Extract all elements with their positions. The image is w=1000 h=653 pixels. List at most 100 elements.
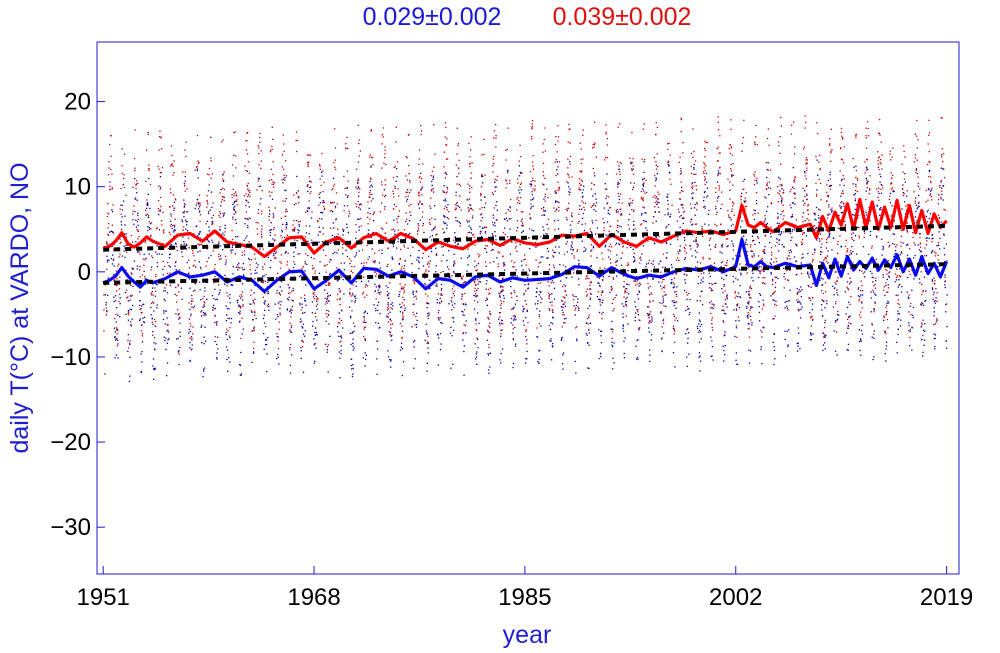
daily-temperature-point bbox=[390, 320, 392, 322]
daily-temperature-point bbox=[761, 331, 763, 333]
daily-temperature-point bbox=[417, 192, 420, 194]
daily-temperature-point bbox=[486, 329, 489, 331]
daily-temperature-point bbox=[686, 305, 688, 308]
daily-temperature-point bbox=[414, 358, 416, 360]
daily-temperature-point bbox=[155, 325, 157, 328]
daily-temperature-point bbox=[388, 305, 390, 307]
daily-temperature-point bbox=[522, 311, 524, 313]
daily-temperature-point bbox=[311, 301, 314, 303]
daily-temperature-point bbox=[208, 210, 210, 213]
daily-temperature-point bbox=[391, 302, 393, 304]
daily-temperature-point bbox=[378, 301, 380, 303]
daily-temperature-point bbox=[115, 300, 117, 302]
daily-temperature-point bbox=[402, 361, 405, 363]
daily-temperature-point bbox=[766, 168, 768, 171]
daily-temperature-point bbox=[401, 337, 403, 339]
daily-temperature-point bbox=[557, 219, 559, 222]
daily-temperature-point bbox=[393, 166, 395, 168]
daily-temperature-point bbox=[170, 225, 172, 227]
daily-temperature-point bbox=[699, 325, 701, 328]
daily-temperature-point bbox=[690, 152, 693, 155]
daily-temperature-point bbox=[428, 270, 430, 272]
daily-temperature-point bbox=[721, 191, 723, 193]
daily-temperature-point bbox=[636, 309, 638, 311]
daily-temperature-point bbox=[502, 231, 505, 234]
daily-temperature-point bbox=[221, 196, 223, 198]
daily-temperature-point bbox=[721, 288, 723, 290]
daily-temperature-point bbox=[578, 278, 580, 280]
daily-temperature-point bbox=[456, 201, 458, 204]
daily-temperature-point bbox=[543, 214, 546, 216]
daily-temperature-point bbox=[558, 246, 560, 248]
daily-temperature-point bbox=[797, 309, 799, 311]
daily-temperature-point bbox=[271, 183, 273, 185]
daily-temperature-point bbox=[206, 220, 208, 222]
daily-temperature-point bbox=[606, 188, 608, 190]
daily-temperature-point bbox=[440, 321, 442, 324]
daily-temperature-point bbox=[132, 241, 134, 243]
daily-temperature-point bbox=[693, 173, 695, 175]
daily-temperature-point bbox=[382, 228, 384, 230]
daily-temperature-point bbox=[432, 178, 434, 181]
daily-temperature-point bbox=[663, 305, 665, 307]
daily-temperature-point bbox=[572, 298, 575, 301]
daily-temperature-point bbox=[689, 245, 692, 247]
daily-temperature-point bbox=[739, 255, 741, 257]
daily-temperature-point bbox=[145, 209, 147, 211]
daily-temperature-point bbox=[637, 356, 639, 359]
daily-temperature-point bbox=[691, 255, 693, 257]
daily-temperature-point bbox=[500, 362, 502, 364]
daily-temperature-point bbox=[566, 251, 568, 253]
daily-temperature-point bbox=[352, 294, 354, 296]
daily-temperature-point bbox=[579, 182, 581, 184]
daily-temperature-point bbox=[454, 204, 456, 206]
daily-temperature-point bbox=[232, 175, 235, 177]
daily-temperature-point bbox=[243, 268, 246, 270]
daily-temperature-point bbox=[302, 327, 304, 329]
daily-temperature-point bbox=[530, 180, 532, 183]
daily-temperature-point bbox=[747, 312, 749, 314]
daily-temperature-point bbox=[418, 195, 420, 197]
daily-temperature-point bbox=[753, 183, 756, 186]
daily-temperature-point bbox=[682, 217, 685, 219]
daily-temperature-point bbox=[186, 224, 188, 226]
daily-temperature-point bbox=[122, 183, 124, 186]
daily-temperature-point bbox=[773, 333, 775, 336]
daily-temperature-point bbox=[104, 284, 106, 286]
daily-temperature-point bbox=[275, 251, 278, 253]
daily-temperature-point bbox=[695, 185, 697, 187]
daily-temperature-point bbox=[590, 293, 592, 295]
daily-temperature-point bbox=[285, 224, 287, 226]
daily-temperature-point bbox=[487, 369, 490, 371]
daily-temperature-point bbox=[386, 315, 388, 317]
daily-temperature-point bbox=[343, 269, 345, 271]
daily-temperature-point bbox=[522, 224, 524, 227]
daily-temperature-point bbox=[374, 252, 376, 254]
daily-temperature-point bbox=[777, 192, 779, 194]
daily-temperature-point bbox=[380, 227, 382, 229]
daily-temperature-point bbox=[342, 234, 344, 236]
daily-temperature-point bbox=[108, 259, 110, 261]
daily-temperature-point bbox=[655, 235, 657, 238]
daily-temperature-point bbox=[503, 297, 505, 299]
daily-temperature-point bbox=[691, 224, 693, 226]
daily-temperature-point bbox=[168, 265, 170, 267]
daily-temperature-point bbox=[462, 303, 465, 306]
daily-temperature-point bbox=[582, 134, 584, 136]
daily-temperature-point bbox=[763, 303, 765, 305]
daily-temperature-point bbox=[443, 151, 445, 153]
daily-temperature-point bbox=[292, 289, 295, 292]
daily-temperature-point bbox=[516, 250, 518, 252]
daily-temperature-point bbox=[284, 189, 286, 192]
daily-temperature-point bbox=[178, 318, 180, 320]
daily-temperature-point bbox=[257, 212, 259, 214]
daily-temperature-point bbox=[300, 274, 302, 277]
daily-temperature-point bbox=[311, 312, 313, 314]
daily-temperature-point bbox=[143, 316, 146, 318]
daily-temperature-point bbox=[324, 297, 326, 299]
daily-temperature-point bbox=[554, 246, 557, 248]
daily-temperature-point bbox=[556, 161, 558, 163]
daily-temperature-point bbox=[603, 207, 605, 209]
daily-temperature-point bbox=[182, 211, 184, 213]
daily-temperature-point bbox=[115, 329, 118, 331]
